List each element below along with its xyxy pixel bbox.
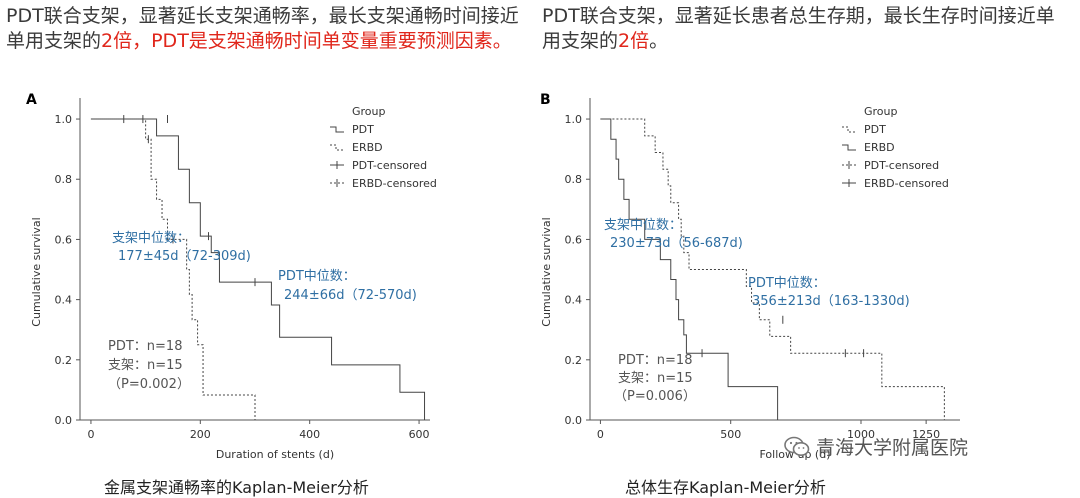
chart1-series-erbd-line (90, 118, 256, 420)
chart1-n-stent: 支架：n=15 (108, 358, 183, 373)
chart1-erbd-median-title: 支架中位数： (112, 231, 190, 246)
chart1-legend-title: Group (352, 105, 386, 118)
chart2-x-tick-label: 1250 (912, 428, 940, 441)
chart1-n-pdt: PDT：n=18 (108, 339, 182, 354)
chart1-x-tick-label: 400 (299, 428, 320, 441)
chart2-x-tick-label: 0 (597, 428, 604, 441)
chart1-y-axis-label: Cumulative survival (30, 217, 43, 326)
chart2-y-tick-label: 0.2 (565, 354, 583, 367)
chart2-x-tick-label: 500 (720, 428, 741, 441)
chart1-legend-entry: ERBD (352, 141, 383, 154)
chart1-legend-entry: PDT (352, 123, 374, 136)
chart1-y-tick-label: 0.6 (55, 233, 73, 246)
chart2-n-stent: 支架：n=15 (618, 371, 693, 386)
chart1-y-tick-label: 0.0 (55, 414, 73, 427)
chart1-x-axis-label: Duration of stents (d) (216, 448, 334, 461)
chart2-p-value: （P=0.006） (614, 389, 696, 404)
chart2-legend-title: Group (864, 105, 898, 118)
headline-right-tail: 。 (649, 30, 669, 52)
caption-left: 金属支架通畅率的Kaplan-Meier分析 (104, 478, 369, 497)
chart2-x-axis-label: Follow up (d) (759, 448, 830, 461)
chart1-x-tick-label: 0 (87, 428, 94, 441)
headline-right: PDT联合支架，显著延长患者总生存期，最长生存时间接近单用支架的2倍。 (542, 4, 1072, 54)
chart2-y-tick-label: 0.8 (565, 173, 583, 186)
chart2-y-tick-label: 0.6 (565, 233, 583, 246)
chart1-y-tick-label: 1.0 (55, 113, 73, 126)
chart2-series-erbd-line (600, 118, 779, 420)
headline-right-text: PDT联合支架，显著延长患者总生存期，最长生存时间接近单用支架的 (542, 5, 1055, 52)
headline-left-emphasis: 2倍，PDT是支架通畅时间单变量重要预测因素。 (101, 30, 512, 52)
chart1-series-pdt-line (90, 118, 426, 420)
chart1-x-tick-label: 200 (190, 428, 211, 441)
chart1-legend-swatch (330, 144, 344, 151)
chart2-legend-entry: ERBD (864, 141, 895, 154)
caption-right: 总体生存Kaplan-Meier分析 (625, 478, 826, 497)
chart2-pdt-median-title: PDT中位数： (748, 276, 826, 291)
chart2-panel-label: B (540, 92, 551, 108)
chart2-legend-entry: PDT (864, 123, 886, 136)
chart2-x-tick-label: 1000 (847, 428, 875, 441)
chart2-series-pdt-line (600, 118, 945, 420)
chart1-pdt-median-title: PDT中位数： (278, 269, 356, 284)
chart1-p-value: （P=0.002） (108, 377, 190, 392)
chart2-legend-entry: ERBD-censored (864, 177, 949, 190)
chart2-n-pdt: PDT：n=18 (618, 353, 692, 368)
chart1-x-tick-label: 600 (409, 428, 430, 441)
chart2-legend-entry: PDT-censored (864, 159, 939, 172)
chart2-y-tick-label: 1.0 (565, 113, 583, 126)
chart1-pdt-median-value: 244±66d（72-570d) (284, 288, 417, 303)
chart1-y-tick-label: 0.2 (55, 354, 73, 367)
chart1-y-tick-label: 0.4 (55, 294, 73, 307)
chart2-legend-swatch (842, 126, 856, 133)
chart1-erbd-median-value: 177±45d（72-309d) (118, 249, 251, 264)
chart2-erbd-median-title: 支架中位数： (604, 218, 682, 233)
chart1-legend-swatch (330, 126, 344, 133)
chart2-y-axis-label: Cumulative survival (540, 217, 553, 326)
chart2-legend-swatch (842, 144, 856, 151)
chart1-y-tick-label: 0.8 (55, 173, 73, 186)
headline-left: PDT联合支架，显著延长支架通畅率，最长支架通畅时间接近单用支架的2倍，PDT是… (6, 4, 526, 54)
chart1-legend-entry: ERBD-censored (352, 177, 437, 190)
chart2-y-tick-label: 0.0 (565, 414, 583, 427)
headline-right-emphasis: 2倍 (618, 30, 650, 52)
headline-left-text: PDT联合支架，显著延长支架通畅率，最长支架通畅时间接近单用支架的 (6, 5, 519, 52)
chart1-panel-label: A (26, 92, 37, 108)
chart2-pdt-median-value: 356±213d（163-1330d) (752, 294, 910, 309)
wechat-icon (784, 436, 810, 458)
chart2-erbd-median-value: 230±73d（56-687d) (610, 236, 743, 251)
chart2-y-tick-label: 0.4 (565, 294, 583, 307)
watermark: 青海大学附属医院 (784, 433, 968, 460)
chart1-legend-entry: PDT-censored (352, 159, 427, 172)
watermark-text: 青海大学附属医院 (816, 437, 969, 459)
